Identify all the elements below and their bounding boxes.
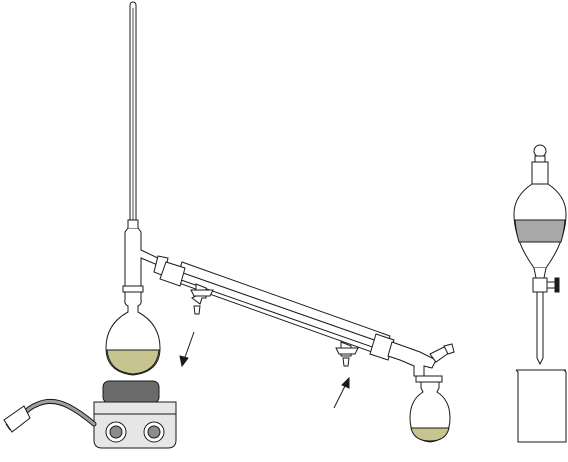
receiving-flask <box>409 375 451 443</box>
arrow-up-right-icon <box>333 376 350 409</box>
hot-plate-knob-left <box>105 421 127 443</box>
liebig-condenser <box>159 261 401 367</box>
vacuum-adapter <box>387 341 455 377</box>
power-cord <box>3 398 97 433</box>
hot-plate-knob-right <box>143 421 165 443</box>
separatory-funnel <box>513 144 567 366</box>
thermometer <box>129 1 137 249</box>
arrow-down-left-icon <box>179 331 195 368</box>
distillation-flask <box>105 285 161 376</box>
power-plug <box>3 405 31 433</box>
distillation-head <box>124 219 169 287</box>
hot-plate <box>93 380 177 449</box>
beaker <box>515 369 567 443</box>
